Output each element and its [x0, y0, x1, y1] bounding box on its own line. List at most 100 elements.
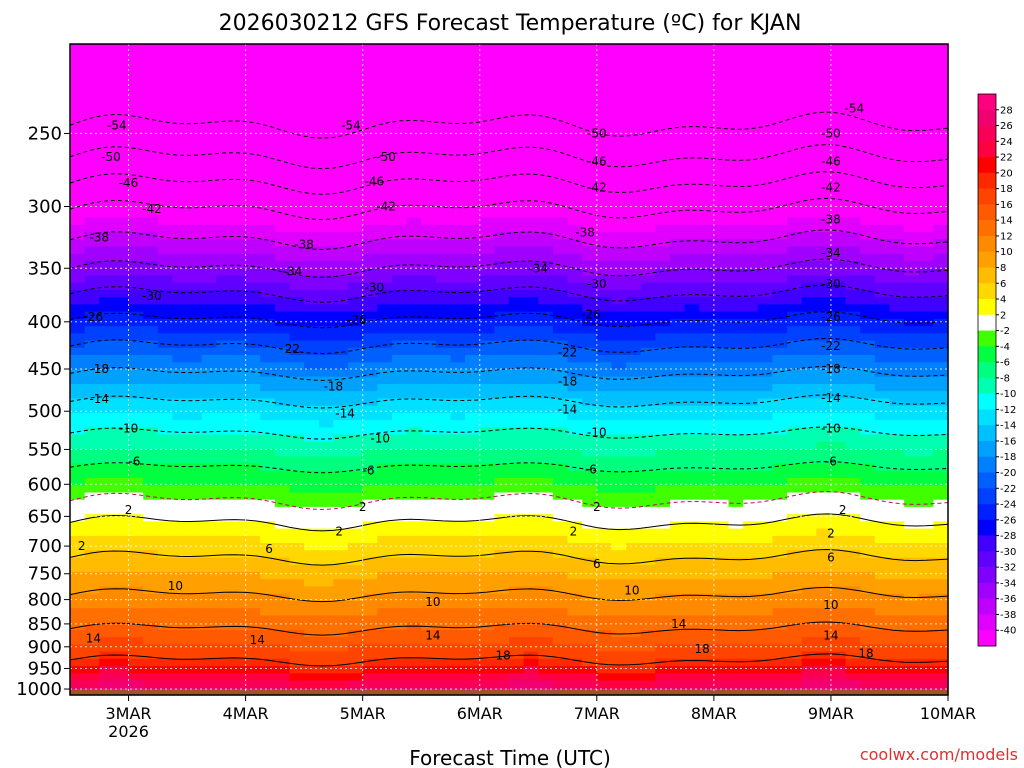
- temperature-cell: [670, 362, 686, 371]
- temperature-cell: [187, 564, 203, 573]
- temperature-cell: [684, 333, 700, 342]
- temperature-cell: [567, 167, 583, 175]
- temperature-cell: [845, 579, 861, 588]
- temperature-cell: [260, 550, 276, 559]
- temperature-cell: [713, 376, 730, 385]
- temperature-cell: [84, 246, 100, 255]
- temperature-cell: [567, 478, 583, 486]
- temperature-cell: [450, 80, 466, 88]
- temperature-cell: [70, 543, 86, 551]
- temperature-cell: [787, 434, 803, 443]
- temperature-cell: [626, 384, 642, 392]
- temperature-cell: [172, 485, 188, 493]
- temperature-cell: [889, 492, 905, 501]
- temperature-cell: [99, 181, 115, 190]
- temperature-cell: [567, 174, 583, 182]
- temperature-cell: [113, 80, 130, 88]
- temperature-cell: [816, 152, 832, 161]
- temperature-cell: [143, 441, 159, 450]
- temperature-cell: [640, 340, 656, 349]
- temperature-cell: [743, 615, 759, 624]
- temperature-cell: [450, 637, 466, 645]
- temperature-cell: [743, 456, 759, 465]
- temperature-cell: [787, 297, 803, 305]
- temperature-cell: [435, 528, 451, 537]
- temperature-cell: [845, 637, 861, 645]
- temperature-cell: [260, 275, 276, 284]
- temperature-cell: [260, 608, 276, 616]
- temperature-cell: [245, 456, 261, 465]
- temperature-cell: [70, 109, 86, 117]
- temperature-cell: [874, 152, 890, 161]
- temperature-cell: [348, 333, 364, 342]
- temperature-cell: [377, 637, 393, 645]
- temperature-cell: [157, 384, 173, 392]
- temperature-cell: [772, 159, 788, 168]
- temperature-cell: [611, 506, 627, 515]
- temperature-cell: [860, 564, 876, 573]
- temperature-cell: [479, 145, 495, 154]
- temperature-cell: [70, 485, 86, 493]
- temperature-cell: [538, 304, 554, 313]
- temperature-cell: [377, 492, 393, 501]
- temperature-cell: [318, 637, 334, 645]
- temperature-cell: [830, 123, 847, 132]
- temperature-cell: [187, 644, 203, 653]
- temperature-cell: [933, 514, 949, 522]
- temperature-cell: [304, 304, 320, 313]
- temperature-cell: [362, 384, 378, 392]
- temperature-cell: [889, 275, 905, 284]
- temperature-cell: [304, 246, 320, 255]
- temperature-cell: [333, 318, 349, 327]
- temperature-cell: [728, 355, 744, 363]
- temperature-cell: [201, 333, 217, 342]
- temperature-cell: [377, 586, 393, 595]
- temperature-cell: [699, 246, 715, 255]
- temperature-cell: [509, 94, 525, 103]
- temperature-cell: [274, 492, 291, 501]
- temperature-cell: [889, 268, 905, 276]
- temperature-cell: [596, 232, 612, 240]
- temperature-cell: [918, 506, 934, 515]
- temperature-cell: [113, 391, 130, 399]
- temperature-cell: [113, 427, 130, 436]
- temperature-cell: [670, 195, 686, 204]
- temperature-cell: [421, 246, 437, 255]
- temperature-cell: [187, 210, 203, 219]
- temperature-cell: [128, 311, 144, 320]
- temperature-cell: [728, 564, 744, 573]
- temperature-cell: [465, 608, 481, 616]
- temperature-cell: [84, 65, 100, 74]
- temperature-cell: [128, 434, 144, 443]
- temperature-cell: [157, 499, 173, 508]
- temperature-cell: [406, 456, 422, 465]
- temperature-cell: [289, 586, 305, 595]
- temperature-cell: [640, 369, 656, 378]
- temperature-cell: [274, 311, 291, 320]
- temperature-cell: [231, 369, 247, 378]
- temperature-cell: [260, 282, 276, 291]
- temperature-cell: [801, 333, 817, 342]
- temperature-cell: [172, 427, 188, 436]
- temperature-cell: [552, 101, 569, 110]
- temperature-cell: [933, 246, 949, 255]
- temperature-cell: [552, 167, 569, 175]
- temperature-cell: [362, 80, 378, 88]
- temperature-cell: [655, 167, 671, 175]
- temperature-cell: [479, 268, 495, 276]
- temperature-cell: [318, 116, 334, 125]
- temperature-cell: [816, 65, 832, 74]
- temperature-cell: [216, 463, 232, 472]
- temperature-cell: [201, 629, 217, 638]
- temperature-cell: [201, 470, 217, 479]
- temperature-cell: [582, 297, 598, 305]
- temperature-cell: [670, 261, 686, 269]
- temperature-cell: [260, 253, 276, 262]
- temperature-cell: [655, 109, 671, 117]
- temperature-cell: [143, 463, 159, 472]
- temperature-cell: [172, 297, 188, 305]
- temperature-cell: [304, 289, 320, 298]
- temperature-cell: [377, 376, 393, 385]
- temperature-cell: [99, 253, 115, 262]
- temperature-cell: [933, 391, 949, 399]
